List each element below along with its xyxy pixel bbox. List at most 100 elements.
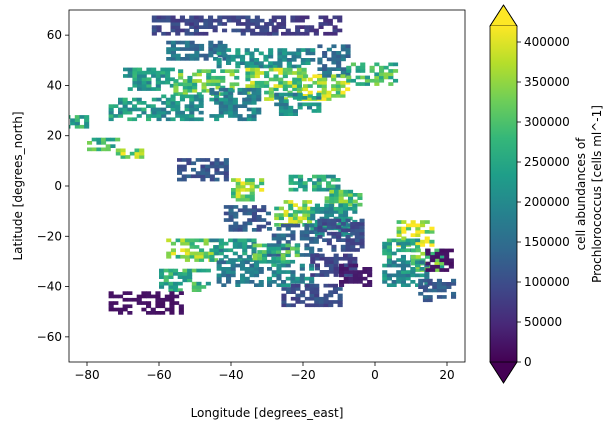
- data-cell: [297, 206, 303, 211]
- data-cell: [173, 79, 179, 83]
- data-cell: [136, 301, 142, 305]
- data-cell: [430, 255, 436, 259]
- data-cell: [196, 281, 202, 286]
- data-cell: [226, 270, 232, 274]
- data-cell: [218, 238, 224, 243]
- data-cell: [256, 214, 262, 219]
- data-cell: [245, 90, 251, 95]
- data-cell: [282, 58, 288, 62]
- data-cell: [240, 181, 246, 186]
- data-region: [267, 15, 343, 36]
- data-cell: [340, 47, 346, 52]
- data-cell: [310, 253, 316, 258]
- data-cell: [420, 258, 426, 263]
- y-tick-label: 40: [47, 78, 62, 92]
- data-cell: [355, 65, 361, 70]
- data-cell: [181, 174, 187, 179]
- data-cell: [299, 230, 305, 234]
- data-cell: [298, 181, 304, 185]
- data-cell: [278, 213, 284, 217]
- data-cell: [262, 253, 268, 258]
- data-cell: [330, 174, 336, 179]
- data-cell: [290, 233, 296, 238]
- data-cell: [405, 283, 411, 287]
- data-cell: [209, 97, 215, 102]
- data-cell: [249, 64, 255, 69]
- data-cell: [261, 224, 267, 229]
- data-cell: [345, 54, 351, 58]
- data-cell: [304, 236, 310, 241]
- data-region: [223, 205, 271, 232]
- data-region: [288, 174, 341, 192]
- data-cell: [242, 211, 248, 216]
- data-cell: [319, 216, 325, 221]
- data-cell: [210, 79, 216, 83]
- data-cell: [254, 80, 260, 85]
- data-cell: [214, 94, 220, 99]
- data-cell: [118, 114, 124, 118]
- data-cell: [400, 245, 406, 249]
- data-cell: [301, 71, 307, 75]
- data-cell: [281, 296, 287, 301]
- data-cell: [101, 141, 107, 145]
- data-cell: [213, 57, 219, 61]
- data-cell: [434, 261, 440, 266]
- data-cell: [333, 253, 339, 258]
- data-cell: [201, 285, 207, 289]
- data-cell: [318, 296, 324, 301]
- data-cell: [244, 61, 250, 65]
- data-cell: [218, 245, 224, 249]
- data-cell: [193, 97, 199, 102]
- data-cell: [338, 203, 344, 208]
- data-cell: [151, 97, 157, 102]
- data-cell: [170, 57, 176, 61]
- data-cell: [189, 254, 195, 259]
- data-cell: [118, 101, 124, 105]
- data-region: [339, 263, 373, 287]
- data-cell: [334, 189, 340, 194]
- data-cell: [297, 216, 303, 221]
- data-cell: [235, 197, 241, 202]
- data-cell: [337, 28, 343, 33]
- data-cell: [331, 235, 337, 239]
- data-cell: [276, 236, 282, 241]
- data-cell: [352, 256, 358, 261]
- data-cell: [226, 280, 232, 284]
- data-cell: [223, 254, 229, 259]
- data-cell: [165, 67, 171, 72]
- data-cell: [429, 251, 435, 256]
- colorbar-ticks: 0500001000001500002000002500003000003500…: [517, 35, 570, 369]
- data-cell: [400, 263, 406, 268]
- data-cell: [193, 22, 199, 26]
- data-cell: [175, 18, 181, 23]
- data-region: [151, 15, 279, 36]
- data-cell: [451, 282, 457, 286]
- data-cell: [311, 96, 317, 100]
- data-cell: [324, 213, 330, 218]
- data-cell: [327, 22, 333, 26]
- data-cell: [261, 208, 267, 213]
- data-cell: [189, 238, 195, 243]
- data-cell: [291, 58, 297, 62]
- data-cell: [151, 74, 157, 78]
- data-cell: [400, 276, 406, 281]
- data-cell: [189, 101, 195, 105]
- data-cell: [439, 255, 445, 259]
- data-cell: [264, 84, 270, 88]
- data-cell: [290, 18, 296, 23]
- data-cell: [278, 80, 284, 85]
- data-cell: [187, 85, 193, 90]
- data-cell: [345, 87, 351, 92]
- data-cell: [268, 48, 274, 52]
- data-cell: [249, 181, 255, 186]
- data-cell: [329, 196, 335, 200]
- data-cell: [312, 187, 318, 192]
- data-cell: [267, 267, 273, 271]
- data-cell: [302, 206, 308, 211]
- data-cell: [182, 88, 188, 93]
- data-region: [382, 260, 430, 287]
- data-cell: [348, 270, 354, 274]
- data-cell: [309, 249, 315, 254]
- data-cell: [194, 57, 200, 61]
- data-cell: [382, 241, 388, 246]
